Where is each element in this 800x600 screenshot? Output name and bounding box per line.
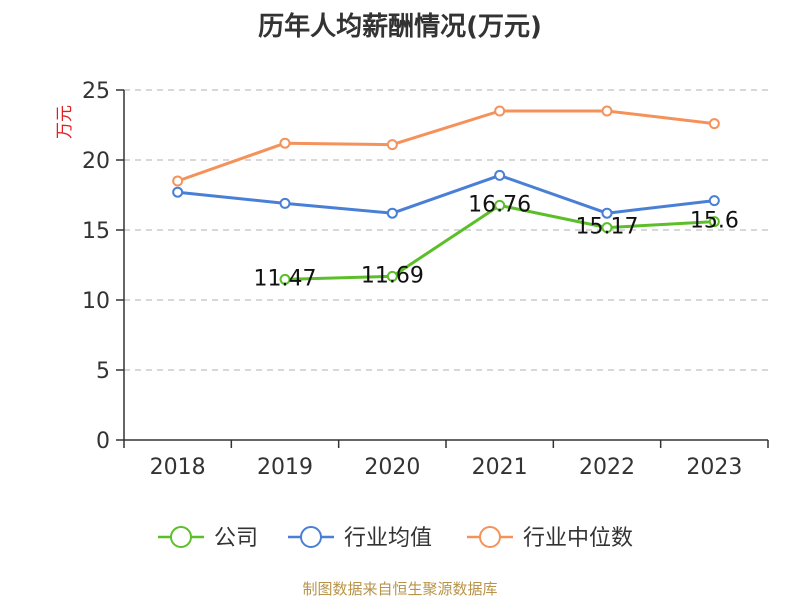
series-line [177,173,715,215]
data-point [386,270,398,282]
data-point [172,186,184,198]
axes: 0 5 10 15 20 25 2018 2019 2020 2021 2022 2023 [82,79,769,480]
data-label: 11.47 [254,266,317,291]
data-label: 15.17 [576,215,639,240]
data-label: 15.6 [690,209,739,234]
data-labels: 11.47 11.69 16.76 15.17 15.6 [254,192,739,291]
data-point [494,105,506,117]
legend-marker [170,526,192,548]
data-point [708,195,720,207]
y-tick-label: 5 [96,359,110,384]
data-point [601,222,613,234]
data-point [494,169,506,181]
gridlines [124,89,768,371]
data-label: 16.76 [468,192,531,217]
x-tick-label: 2019 [257,455,313,480]
x-tick-label: 2018 [150,455,206,480]
legend-label: 公司 [214,526,258,551]
data-point [279,137,291,149]
x-tick-label: 2021 [472,455,528,480]
data-point [708,118,720,130]
y-axis-unit-label: 万元 [55,105,75,139]
y-tick-label: 20 [82,149,110,174]
data-point [279,197,291,209]
x-tick-label: 2023 [686,455,742,480]
data-point [172,175,184,187]
data-point [601,207,613,219]
x-tick-label: 2022 [579,455,635,480]
series-lines [172,105,720,285]
data-source-footer: 制图数据来自恒生聚源数据库 [302,580,498,598]
data-point [494,199,506,211]
legend: 公司 行业均值 行业中位数 [158,526,633,551]
data-label: 11.69 [361,263,424,288]
legend-marker [479,526,501,548]
data-point [386,207,398,219]
y-tick-label: 15 [82,219,110,244]
chart-title: 历年人均薪酬情况(万元) [258,12,542,42]
legend-label: 行业均值 [344,526,432,551]
y-tick-label: 10 [82,289,110,314]
data-point [601,105,613,117]
data-point [386,139,398,151]
legend-label: 行业中位数 [523,526,633,551]
y-tick-label: 25 [82,79,110,104]
data-point [708,216,720,228]
y-tick-label: 0 [96,429,110,454]
legend-marker [300,526,322,548]
series-line [177,109,715,183]
data-point [279,273,291,285]
x-tick-label: 2020 [364,455,420,480]
